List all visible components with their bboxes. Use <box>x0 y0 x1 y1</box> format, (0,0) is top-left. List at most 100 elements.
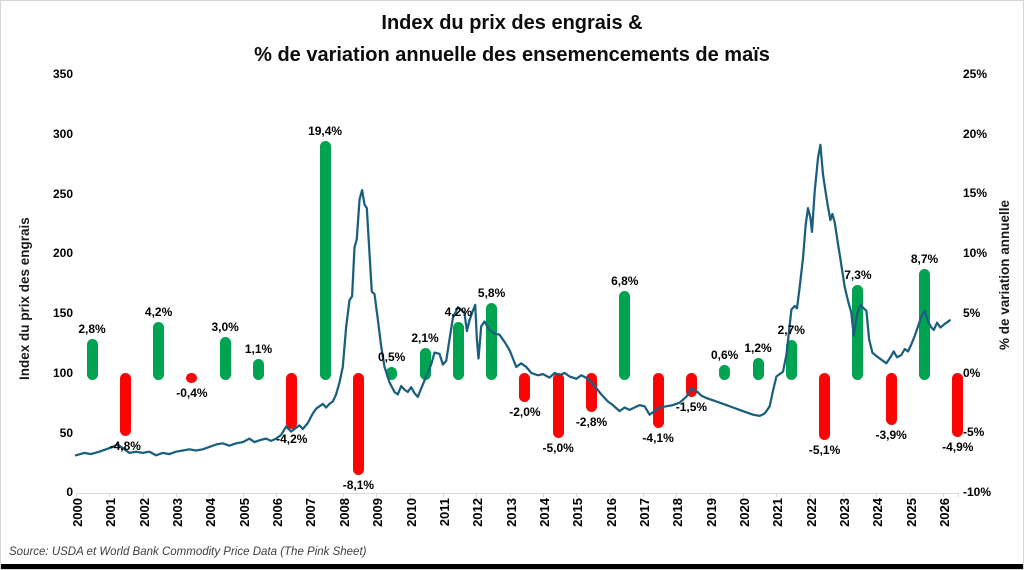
bar-label-2019: 0,6% <box>711 348 739 363</box>
x-axis-tick <box>442 493 444 497</box>
x-axis-year-label: 2019 <box>703 498 719 527</box>
x-axis-year-label: 2000 <box>70 498 85 527</box>
bar-2013 <box>519 372 531 403</box>
x-axis-tick <box>876 493 878 497</box>
bar-2021 <box>785 340 797 380</box>
bar-2024 <box>885 372 897 426</box>
x-axis-tick <box>109 493 111 497</box>
x-axis-year-label: 2002 <box>136 498 152 527</box>
x-axis-tick <box>676 493 678 497</box>
chart-title-line2: % de variation annuelle des ensemencemen… <box>254 44 770 66</box>
x-axis-year-label: 2014 <box>536 498 552 527</box>
x-axis-year-label: 2011 <box>436 498 452 527</box>
bar-label-2001: -4,8% <box>109 438 141 453</box>
bar-label-2013: -2,0% <box>509 405 541 420</box>
bar-2023 <box>852 285 864 380</box>
bar-label-2003: -0,4% <box>176 386 208 401</box>
right-axis-tick-label: 25% <box>963 67 988 82</box>
x-axis-year-label: 2025 <box>903 498 919 527</box>
x-axis-tick <box>242 493 244 497</box>
bar-label-2018: -1,5% <box>675 399 708 414</box>
bar-2017 <box>652 372 664 428</box>
left-axis-title: Index du prix des engrais <box>17 217 32 381</box>
bar-label-2016: 6,8% <box>611 274 639 289</box>
right-axis-tick-label: 15% <box>963 186 988 201</box>
bar-label-2023: 7,3% <box>844 268 872 283</box>
bar-label-2015: -2,8% <box>575 415 608 430</box>
left-axis-tick-label: 0 <box>66 485 73 500</box>
bar-2019 <box>719 365 731 380</box>
x-axis-tick <box>576 493 578 497</box>
right-axis-tick-label: -10% <box>963 485 992 500</box>
bar-label-2011: 4,2% <box>444 305 472 320</box>
x-axis-tick <box>142 493 144 497</box>
x-axis-tick <box>376 493 378 497</box>
bar-label-2000: 2,8% <box>78 322 106 337</box>
left-axis-tick-label: 150 <box>52 306 73 321</box>
x-axis-year-label: 2024 <box>870 498 886 527</box>
bar-2012 <box>486 303 498 380</box>
x-axis-tick <box>709 493 711 497</box>
bar-2026 <box>952 372 964 438</box>
left-axis-tick-label: 100 <box>52 365 73 380</box>
bar-2000 <box>86 339 98 380</box>
x-axis-tick <box>476 493 478 497</box>
left-axis-tick-label: 300 <box>52 127 73 141</box>
bar-label-2008: -8,1% <box>342 478 375 493</box>
bar-2006 <box>286 372 298 429</box>
x-axis-year-label: 2013 <box>503 498 519 527</box>
bar-label-2005: 1,1% <box>244 342 273 357</box>
bar-2018 <box>685 372 697 397</box>
x-axis-year-label: 2012 <box>470 498 486 527</box>
bar-label-2025: 8,7% <box>910 251 939 266</box>
right-axis-tick-label: 20% <box>963 126 988 141</box>
x-axis-tick <box>76 493 77 497</box>
bar-label-2021: 2,7% <box>777 323 805 338</box>
bar-2015 <box>586 372 597 413</box>
x-axis-year-label: 2004 <box>203 498 219 527</box>
bar-label-2020: 1,2% <box>744 341 772 356</box>
chart-title-line1: Index du prix des engrais & <box>381 12 643 34</box>
x-axis-year-label: 2021 <box>770 498 786 527</box>
right-axis-tick-label: 0% <box>963 365 981 380</box>
bar-2009 <box>386 366 398 380</box>
bar-2022 <box>819 372 831 440</box>
x-axis-year-label: 2008 <box>336 498 352 527</box>
bottom-border <box>1 564 1023 569</box>
x-axis-tick <box>958 493 959 497</box>
x-axis-year-label: 2026 <box>937 498 953 527</box>
x-axis-tick <box>176 493 178 497</box>
x-axis-tick <box>776 493 778 497</box>
x-axis-tick <box>943 493 945 497</box>
bar-2004 <box>219 336 231 380</box>
bar-2016 <box>619 291 631 380</box>
x-axis-year-label: 2017 <box>636 498 652 527</box>
left-axis-tick-label: 250 <box>52 186 73 201</box>
bar-label-2024: -3,9% <box>875 428 907 443</box>
bar-label-2009: 0,5% <box>378 349 406 364</box>
bar-2002 <box>153 322 165 380</box>
bar-label-2007: 19,4% <box>308 123 343 138</box>
bar-2014 <box>552 372 564 439</box>
left-axis-tick-label: 350 <box>52 67 73 82</box>
bar-2025 <box>919 268 930 380</box>
x-axis-year-label: 2020 <box>737 498 752 527</box>
x-axis-tick <box>809 493 811 497</box>
bar-2010 <box>419 347 431 380</box>
right-axis-tick-label: -5% <box>963 425 985 440</box>
x-axis-year-label: 2009 <box>370 498 386 527</box>
x-axis-tick <box>542 493 544 497</box>
x-axis-year-label: 2005 <box>236 498 252 527</box>
bar-label-2006: -4,2% <box>276 431 308 446</box>
right-axis-tick-label: 5% <box>963 305 981 320</box>
x-axis-tick <box>309 493 311 497</box>
bar-label-2022: -5,1% <box>808 442 841 457</box>
x-axis-tick <box>209 493 211 497</box>
x-axis-year-label: 2022 <box>803 498 819 527</box>
x-axis-year-label: 2006 <box>270 498 286 527</box>
x-axis-year-label: 2016 <box>603 498 619 527</box>
bar-2008 <box>352 372 364 476</box>
x-axis-year-label: 2007 <box>303 498 319 527</box>
bar-label-2014: -5,0% <box>542 441 574 456</box>
